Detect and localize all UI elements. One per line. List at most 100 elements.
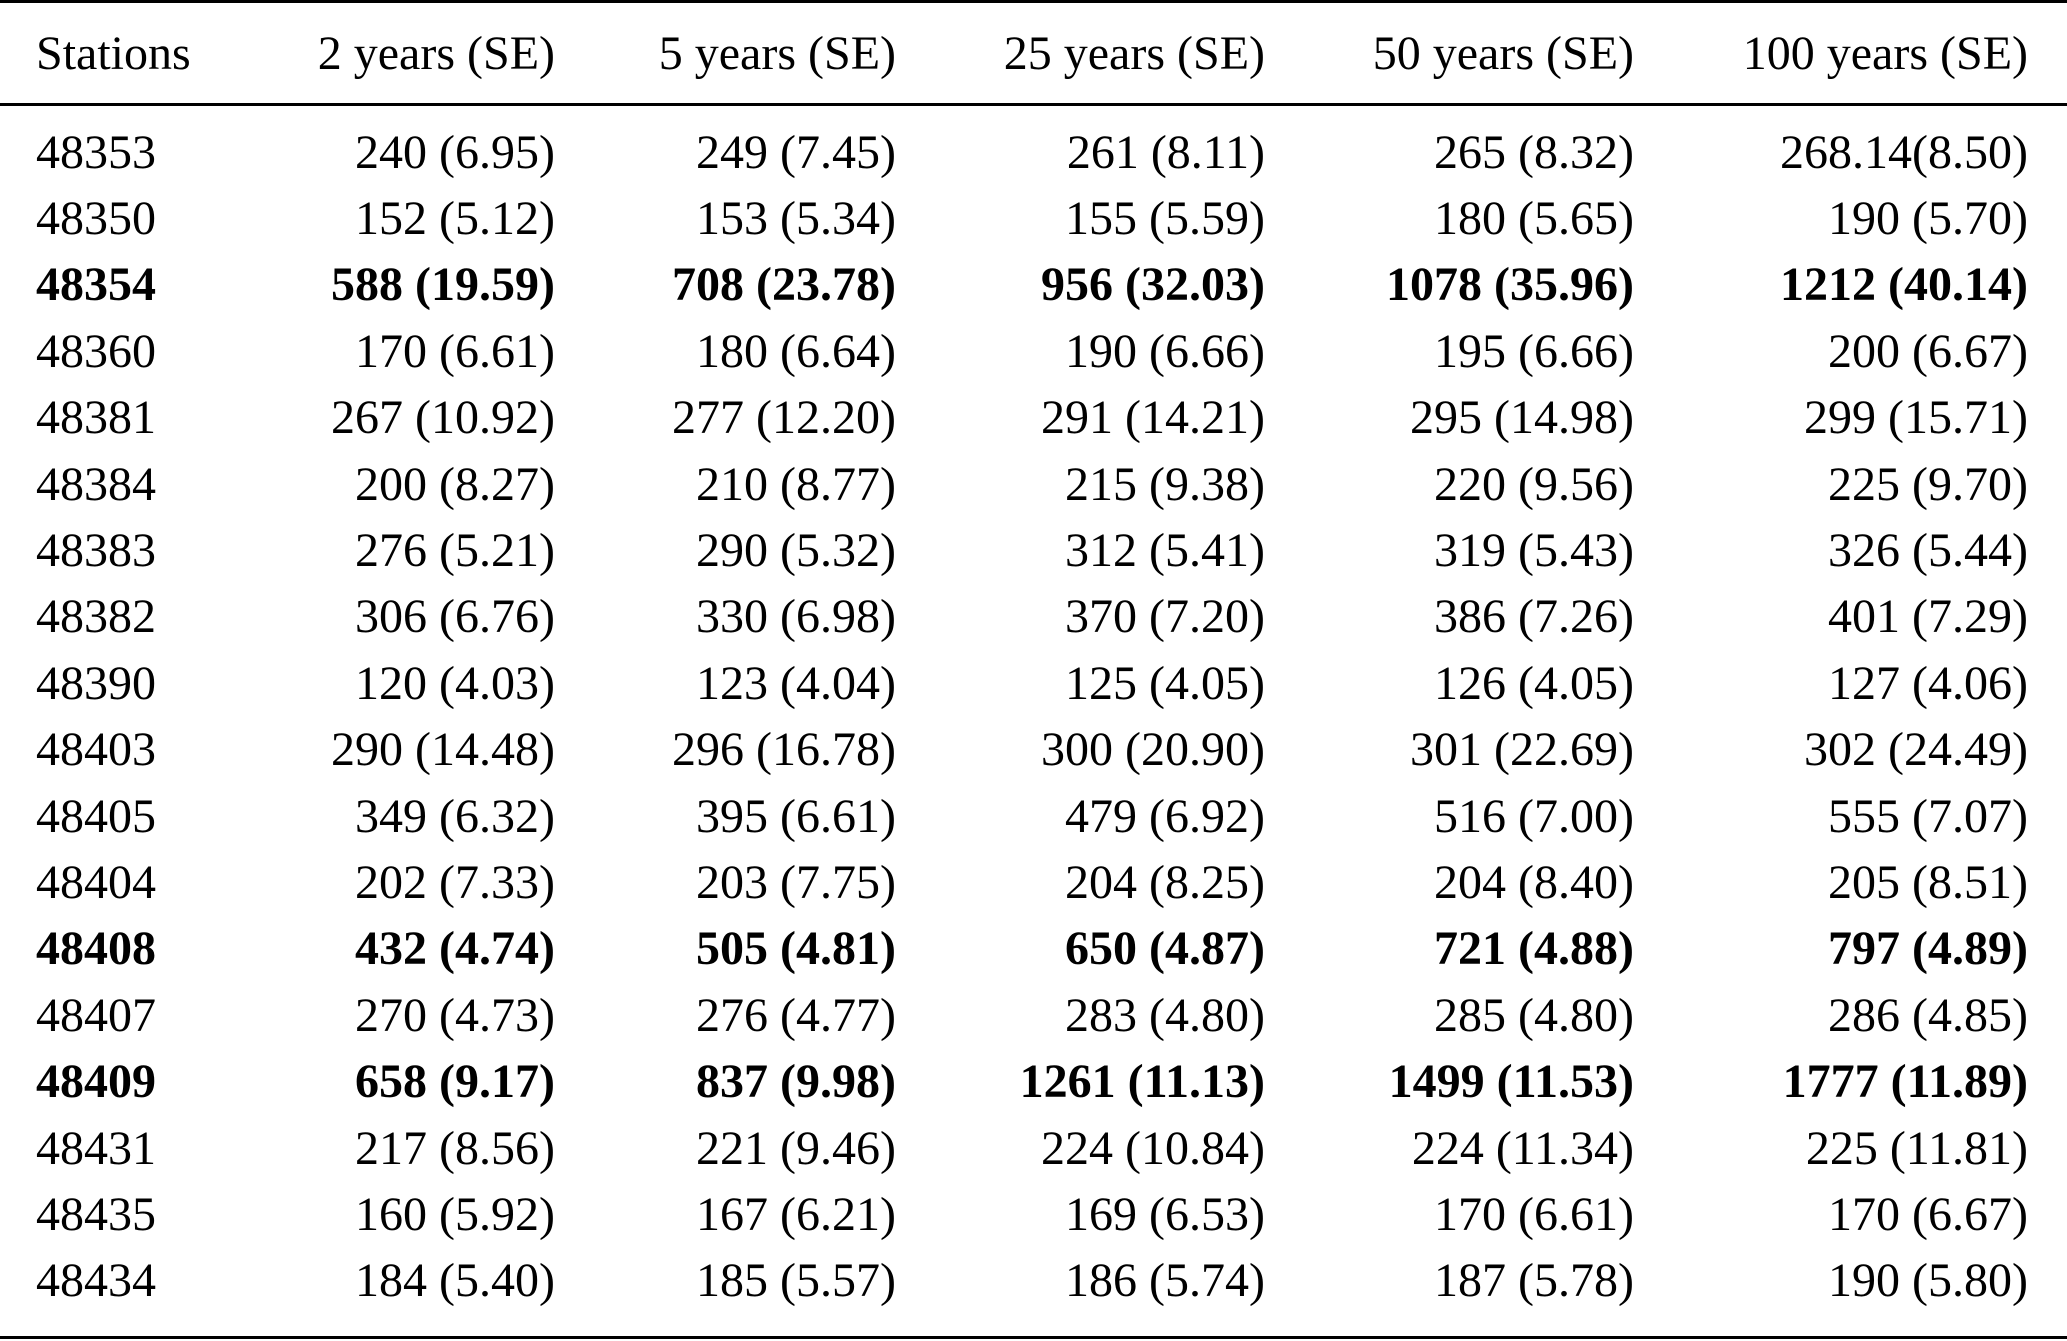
table-row: 48382 306 (6.76) 330 (6.98) 370 (7.20) 386 (… bbox=[0, 584, 2067, 650]
cell-25-years: 190 (6.66) bbox=[1065, 324, 1265, 378]
cell-5-years: 276 (4.77) bbox=[696, 988, 896, 1042]
cell-50-years: 187 (5.78) bbox=[1434, 1254, 1634, 1308]
cell-station: 48434 bbox=[36, 1254, 156, 1308]
cell-2-years: 152 (5.12) bbox=[355, 192, 555, 246]
cell-100-years: 170 (6.67) bbox=[1828, 1187, 2028, 1241]
table-header-row: Stations 2 years (SE) 5 years (SE) 25 ye… bbox=[0, 3, 2067, 103]
cell-25-years: 370 (7.20) bbox=[1065, 590, 1265, 644]
cell-50-years: 319 (5.43) bbox=[1434, 524, 1634, 578]
cell-100-years: 205 (8.51) bbox=[1828, 855, 2028, 909]
table-row: 48407 270 (4.73) 276 (4.77) 283 (4.80) 285 (… bbox=[0, 982, 2067, 1048]
cell-100-years: 299 (15.71) bbox=[1804, 391, 2028, 445]
table-row: 48384 200 (8.27) 210 (8.77) 215 (9.38) 220 (… bbox=[0, 451, 2067, 517]
cell-25-years: 224 (10.84) bbox=[1041, 1121, 1265, 1175]
cell-5-years: 210 (8.77) bbox=[696, 457, 896, 511]
top-rule bbox=[0, 0, 2067, 3]
cell-100-years: 190 (5.70) bbox=[1828, 192, 2028, 246]
cell-25-years: 261 (8.11) bbox=[1066, 125, 1265, 179]
table-row: 48354 588 (19.59) 708 (23.78) 956 (32.03) 10… bbox=[0, 252, 2067, 318]
cell-station: 48408 bbox=[36, 922, 156, 976]
cell-station: 48383 bbox=[36, 524, 156, 578]
column-header-100-years: 100 years (SE) bbox=[1742, 26, 2028, 80]
cell-25-years: 125 (4.05) bbox=[1065, 656, 1265, 710]
cell-2-years: 120 (4.03) bbox=[355, 656, 555, 710]
table-row: 48403 290 (14.48) 296 (16.78) 300 (20.90) 30… bbox=[0, 717, 2067, 783]
table-row: 48390 120 (4.03) 123 (4.04) 125 (4.05) 126 (… bbox=[0, 650, 2067, 716]
cell-station: 48360 bbox=[36, 324, 156, 378]
cell-2-years: 240 (6.95) bbox=[355, 125, 555, 179]
table-row: 48353 240 (6.95) 249 (7.45) 261 (8.11) 265 (… bbox=[0, 119, 2067, 185]
cell-station: 48390 bbox=[36, 656, 156, 710]
cell-50-years: 265 (8.32) bbox=[1434, 125, 1634, 179]
cell-station: 48384 bbox=[36, 457, 156, 511]
table-row: 48435 160 (5.92) 167 (6.21) 169 (6.53) 170 (… bbox=[0, 1181, 2067, 1247]
cell-station: 48350 bbox=[36, 192, 156, 246]
cell-5-years: 249 (7.45) bbox=[696, 125, 896, 179]
column-header-50-years: 50 years (SE) bbox=[1372, 26, 1634, 80]
table-body: 48353 240 (6.95) 249 (7.45) 261 (8.11) 265 (… bbox=[0, 103, 2067, 1314]
cell-100-years: 268.14(8.50) bbox=[1780, 125, 2028, 179]
header-rule bbox=[0, 103, 2067, 106]
cell-station: 48354 bbox=[36, 258, 156, 312]
cell-50-years: 126 (4.05) bbox=[1434, 656, 1634, 710]
cell-5-years: 708 (23.78) bbox=[672, 258, 896, 312]
cell-100-years: 302 (24.49) bbox=[1804, 723, 2028, 777]
cell-100-years: 225 (11.81) bbox=[1805, 1121, 2028, 1175]
cell-25-years: 155 (5.59) bbox=[1065, 192, 1265, 246]
cell-25-years: 169 (6.53) bbox=[1065, 1187, 1265, 1241]
cell-100-years: 797 (4.89) bbox=[1828, 922, 2028, 976]
table-row: 48381 267 (10.92) 277 (12.20) 291 (14.21) 29… bbox=[0, 385, 2067, 451]
cell-100-years: 555 (7.07) bbox=[1828, 789, 2028, 843]
cell-50-years: 301 (22.69) bbox=[1410, 723, 1634, 777]
cell-5-years: 203 (7.75) bbox=[696, 855, 896, 909]
cell-50-years: 1499 (11.53) bbox=[1388, 1055, 1634, 1109]
cell-station: 48403 bbox=[36, 723, 156, 777]
column-header-5-years: 5 years (SE) bbox=[658, 26, 896, 80]
cell-25-years: 650 (4.87) bbox=[1065, 922, 1265, 976]
cell-50-years: 516 (7.00) bbox=[1434, 789, 1634, 843]
cell-100-years: 1777 (11.89) bbox=[1782, 1055, 2028, 1109]
table-row: 48409 658 (9.17) 837 (9.98) 1261 (11.13) 149… bbox=[0, 1048, 2067, 1114]
cell-100-years: 190 (5.80) bbox=[1828, 1254, 2028, 1308]
cell-5-years: 180 (6.64) bbox=[696, 324, 896, 378]
table-row: 48408 432 (4.74) 505 (4.81) 650 (4.87) 721 (… bbox=[0, 916, 2067, 982]
cell-50-years: 204 (8.40) bbox=[1434, 855, 1634, 909]
cell-2-years: 306 (6.76) bbox=[355, 590, 555, 644]
cell-100-years: 401 (7.29) bbox=[1828, 590, 2028, 644]
cell-100-years: 200 (6.67) bbox=[1828, 324, 2028, 378]
table-row: 48405 349 (6.32) 395 (6.61) 479 (6.92) 516 (… bbox=[0, 783, 2067, 849]
header-spacer bbox=[0, 103, 2067, 119]
cell-50-years: 224 (11.34) bbox=[1411, 1121, 1634, 1175]
cell-50-years: 285 (4.80) bbox=[1434, 988, 1634, 1042]
cell-2-years: 160 (5.92) bbox=[355, 1187, 555, 1241]
cell-station: 48431 bbox=[36, 1121, 156, 1175]
cell-25-years: 956 (32.03) bbox=[1041, 258, 1265, 312]
cell-25-years: 1261 (11.13) bbox=[1019, 1055, 1265, 1109]
cell-25-years: 300 (20.90) bbox=[1041, 723, 1265, 777]
column-header-stations: Stations bbox=[36, 26, 191, 80]
cell-2-years: 588 (19.59) bbox=[331, 258, 555, 312]
cell-2-years: 658 (9.17) bbox=[355, 1055, 555, 1109]
cell-5-years: 296 (16.78) bbox=[672, 723, 896, 777]
cell-station: 48404 bbox=[36, 855, 156, 909]
cell-2-years: 217 (8.56) bbox=[355, 1121, 555, 1175]
table-row: 48434 184 (5.40) 185 (5.57) 186 (5.74) 187 (… bbox=[0, 1248, 2067, 1314]
cell-100-years: 286 (4.85) bbox=[1828, 988, 2028, 1042]
cell-50-years: 386 (7.26) bbox=[1434, 590, 1634, 644]
cell-station: 48409 bbox=[36, 1055, 156, 1109]
column-header-2-years: 2 years (SE) bbox=[317, 26, 555, 80]
cell-50-years: 295 (14.98) bbox=[1410, 391, 1634, 445]
cell-station: 48382 bbox=[36, 590, 156, 644]
cell-2-years: 276 (5.21) bbox=[355, 524, 555, 578]
cell-50-years: 195 (6.66) bbox=[1434, 324, 1634, 378]
table-row: 48383 276 (5.21) 290 (5.32) 312 (5.41) 319 (… bbox=[0, 517, 2067, 583]
cell-2-years: 432 (4.74) bbox=[355, 922, 555, 976]
cell-2-years: 270 (4.73) bbox=[355, 988, 555, 1042]
cell-station: 48381 bbox=[36, 391, 156, 445]
cell-2-years: 170 (6.61) bbox=[355, 324, 555, 378]
cell-25-years: 312 (5.41) bbox=[1065, 524, 1265, 578]
cell-25-years: 204 (8.25) bbox=[1065, 855, 1265, 909]
cell-5-years: 167 (6.21) bbox=[696, 1187, 896, 1241]
table-row: 48350 152 (5.12) 153 (5.34) 155 (5.59) 180 (… bbox=[0, 185, 2067, 251]
